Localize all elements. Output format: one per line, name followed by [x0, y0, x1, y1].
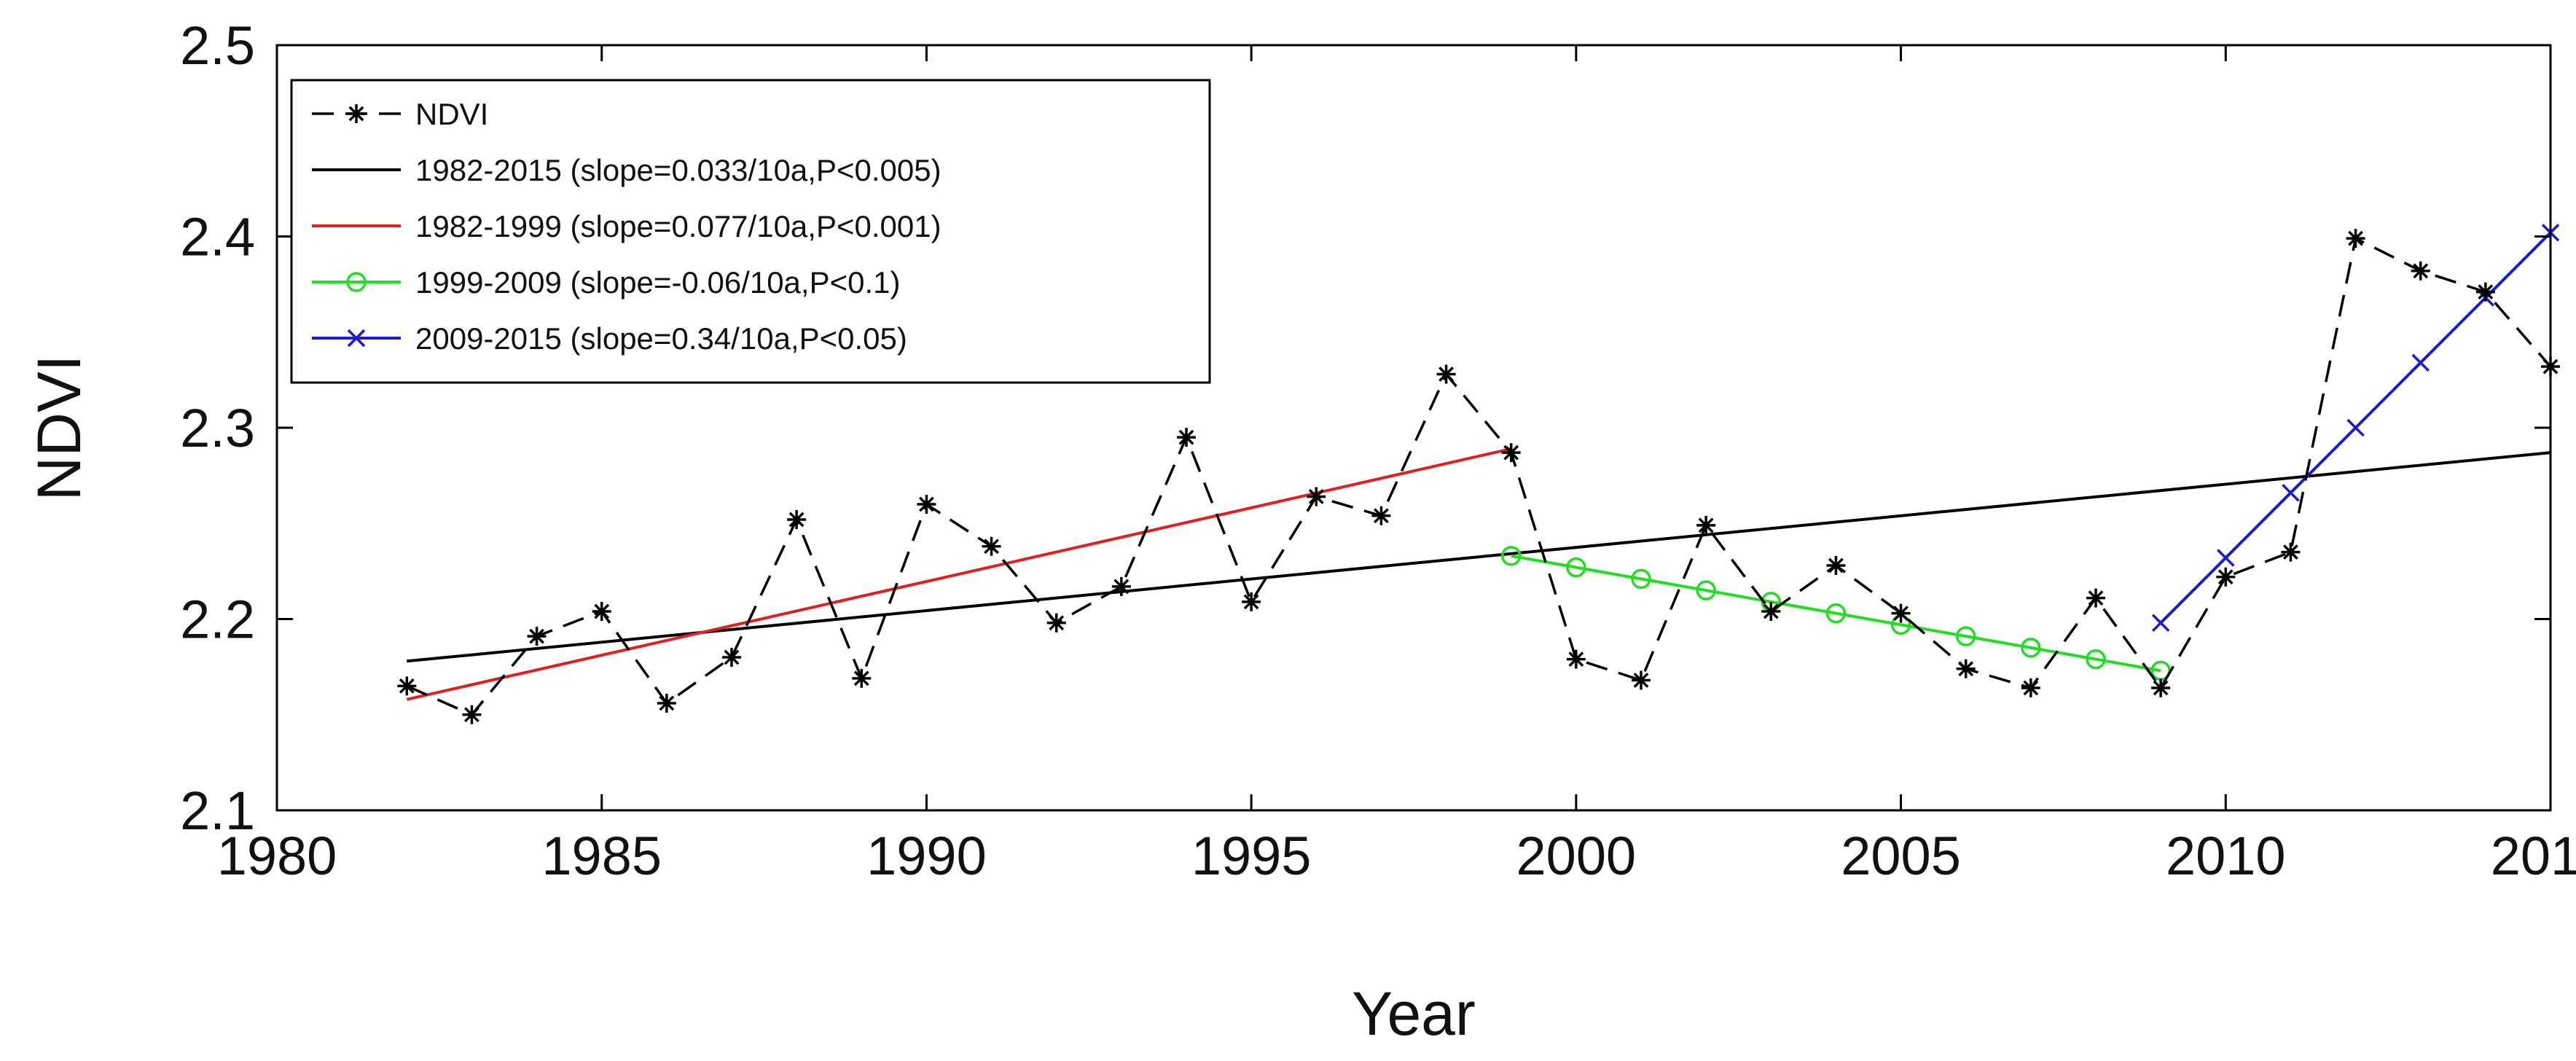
data-point-series-3 — [1696, 580, 1716, 600]
data-point-series-3 — [1631, 568, 1651, 590]
data-point-series-0 — [2216, 567, 2236, 587]
x-tick-label: 1990 — [866, 826, 987, 886]
legend-label-0: NDVI — [415, 97, 488, 131]
data-point-series-0 — [1111, 576, 1131, 596]
legend-marker-4 — [347, 329, 366, 348]
data-point-series-3 — [1825, 603, 1847, 624]
legend-label-4: 2009-2015 (slope=0.34/10a,P<0.05) — [415, 321, 907, 356]
data-point-series-0 — [1891, 603, 1911, 623]
data-point-series-3 — [2021, 638, 2041, 658]
x-tick-label: 2005 — [1841, 826, 1961, 886]
data-point-series-0 — [1826, 556, 1846, 575]
y-tick-label: 2.3 — [180, 398, 255, 458]
x-tick-label: 1980 — [217, 826, 337, 886]
y-axis-title: NDVI — [25, 355, 93, 501]
data-point-series-4 — [2217, 549, 2235, 567]
legend-label-1: 1982-2015 (slope=0.033/10a,P<0.005) — [415, 153, 941, 187]
data-point-series-0 — [2281, 542, 2301, 562]
data-point-series-0 — [1046, 613, 1066, 633]
data-point-series-0 — [1307, 487, 1326, 506]
data-point-series-0 — [1371, 506, 1391, 525]
data-point-series-0 — [852, 668, 872, 688]
data-point-series-3 — [1500, 546, 1522, 566]
data-point-series-0 — [1436, 364, 1456, 384]
axis-ticks-layer: 1980 1985 1990 1995 2000 2005 2010 2015 2.1 2.2 2.… — [180, 15, 2576, 886]
y-tick-label: 2.4 — [180, 207, 255, 267]
data-point-series-4 — [2151, 614, 2170, 632]
data-point-series-0 — [1501, 443, 1521, 463]
data-point-series-0 — [2475, 282, 2495, 302]
data-point-series-0 — [1761, 602, 1781, 621]
data-point-series-0 — [1177, 428, 1196, 447]
legend: NDVI 1982-2015 (slope=0.033/10a,P<0.005) 1… — [290, 79, 1211, 384]
y-tick-label: 2.2 — [180, 590, 255, 650]
x-tick-label: 2015 — [2491, 826, 2576, 886]
x-tick-label: 1995 — [1191, 826, 1312, 886]
series-line-2 — [406, 447, 1512, 701]
x-tick-label: 2000 — [1516, 826, 1637, 886]
data-point-series-0 — [462, 705, 482, 724]
legend-marker-3 — [346, 272, 367, 292]
data-point-series-0 — [2346, 229, 2365, 248]
series-line-0 — [406, 236, 2552, 716]
data-point-series-0 — [1956, 659, 1976, 678]
x-tick-label: 1985 — [541, 826, 662, 886]
data-point-series-4 — [2282, 484, 2300, 502]
data-point-series-3 — [1566, 557, 1586, 578]
data-point-series-0 — [1632, 670, 1651, 690]
data-point-series-0 — [527, 627, 547, 646]
y-tick-label: 2.5 — [180, 15, 255, 76]
data-point-series-0 — [1242, 592, 1261, 611]
data-point-series-0 — [2151, 678, 2171, 697]
data-point-series-0 — [2086, 588, 2105, 608]
data-point-series-0 — [2021, 678, 2040, 697]
plot-data-layer — [397, 224, 2560, 724]
data-point-series-0 — [657, 694, 676, 713]
data-point-series-4 — [2411, 353, 2430, 372]
legend-label-2: 1982-1999 (slope=0.077/10a,P<0.001) — [415, 209, 941, 243]
data-point-series-3 — [1955, 626, 1976, 646]
legend-box — [290, 79, 1211, 384]
data-point-series-0 — [2411, 261, 2430, 281]
data-point-series-4 — [2346, 418, 2365, 437]
data-point-series-0 — [982, 536, 1001, 556]
legend-marker-0 — [347, 104, 366, 123]
series-line-1 — [407, 451, 2551, 663]
data-point-series-0 — [917, 495, 936, 514]
data-point-series-0 — [592, 602, 611, 621]
x-axis-title: Year — [1352, 979, 1476, 1048]
series-line-3 — [1511, 554, 2161, 673]
data-point-series-0 — [397, 676, 417, 696]
legend-label-3: 1999-2009 (slope=-0.06/10a,P<0.1) — [415, 265, 901, 299]
y-tick-label: 2.1 — [180, 780, 255, 841]
data-point-series-0 — [722, 648, 741, 667]
x-tick-label: 2010 — [2166, 826, 2286, 886]
data-point-series-0 — [787, 510, 807, 529]
data-point-series-3 — [2086, 649, 2106, 670]
data-point-series-0 — [1566, 649, 1586, 669]
data-point-series-0 — [1696, 515, 1716, 535]
